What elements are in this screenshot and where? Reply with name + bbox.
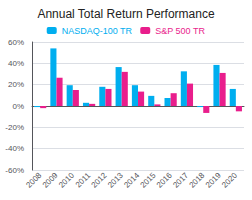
svg-text:S&P 500 TR: S&P 500 TR xyxy=(155,26,205,36)
svg-text:2020: 2020 xyxy=(220,170,239,189)
svg-text:-20%: -20% xyxy=(5,123,24,132)
svg-text:-40%: -40% xyxy=(5,144,24,153)
svg-text:2009: 2009 xyxy=(41,170,60,189)
svg-text:2010: 2010 xyxy=(57,170,76,189)
svg-text:60%: 60% xyxy=(8,38,24,47)
svg-text:2016: 2016 xyxy=(155,170,174,189)
svg-text:2012: 2012 xyxy=(90,170,109,189)
svg-text:NASDAQ-100 TR: NASDAQ-100 TR xyxy=(62,26,133,36)
svg-text:-60%: -60% xyxy=(5,166,24,175)
svg-text:0%: 0% xyxy=(12,102,24,111)
svg-text:2011: 2011 xyxy=(74,170,93,189)
svg-text:2014: 2014 xyxy=(122,170,141,189)
svg-text:2008: 2008 xyxy=(24,170,43,189)
svg-text:2019: 2019 xyxy=(204,170,223,189)
svg-text:40%: 40% xyxy=(8,59,24,68)
svg-text:2015: 2015 xyxy=(139,170,158,189)
svg-text:2013: 2013 xyxy=(106,170,125,189)
svg-text:20%: 20% xyxy=(8,80,24,89)
svg-text:Annual Total Return Performanc: Annual Total Return Performance xyxy=(37,7,215,21)
svg-text:2018: 2018 xyxy=(187,170,206,189)
svg-text:2017: 2017 xyxy=(171,170,190,189)
